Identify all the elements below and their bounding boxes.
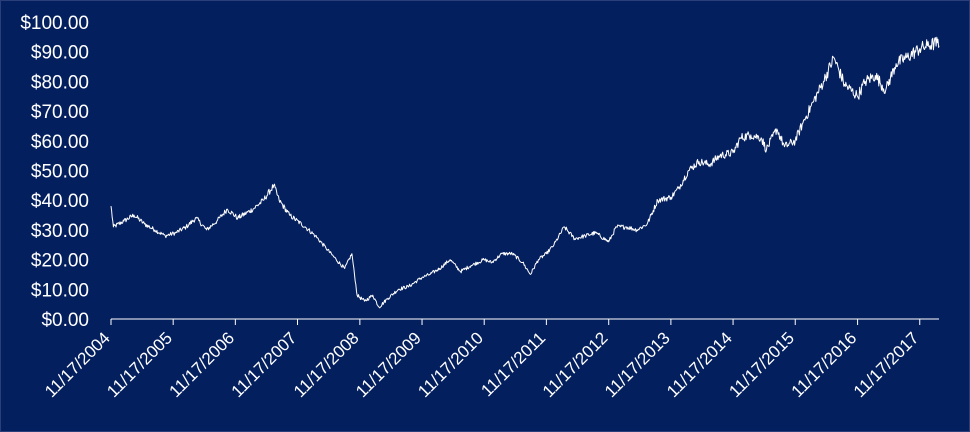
y-tick-label: $10.00	[31, 280, 89, 301]
x-tick-label: 11/17/2007	[228, 328, 301, 401]
y-tick-label: $70.00	[31, 102, 89, 123]
x-tick-label: 11/17/2009	[352, 328, 425, 401]
y-tick-label: $0.00	[41, 310, 89, 331]
y-tick-label: $100.00	[20, 13, 89, 34]
y-tick-label: $30.00	[31, 221, 89, 242]
x-tick-label: 11/17/2005	[103, 328, 176, 401]
x-tick-label: 11/17/2012	[539, 328, 612, 401]
y-tick-label: $40.00	[31, 191, 89, 212]
x-tick-label: 11/17/2016	[788, 328, 861, 401]
x-tick-label: 11/17/2008	[290, 328, 363, 401]
y-tick-label: $90.00	[31, 43, 89, 64]
x-tick-label: 11/17/2011	[477, 328, 549, 400]
price-series-line	[110, 36, 940, 309]
y-tick-label: $60.00	[31, 132, 89, 153]
plot-area	[110, 36, 940, 309]
y-tick-label: $50.00	[31, 162, 89, 183]
x-tick-label: 11/17/2006	[165, 328, 238, 401]
x-tick-label: 11/17/2004	[41, 328, 114, 401]
x-tick-label: 11/17/2014	[663, 328, 736, 401]
x-tick-label: 11/17/2013	[601, 328, 674, 401]
y-axis: $0.00 $10.00 $20.00 $30.00 $40.00 $50.00 $60.0…	[20, 13, 89, 331]
x-axis: 11/17/200411/17/200511/17/200611/17/2007…	[41, 318, 939, 401]
y-tick-label: $20.00	[31, 251, 89, 272]
x-tick-label: 11/17/2015	[725, 328, 798, 401]
y-tick-label: $80.00	[31, 72, 89, 93]
x-tick-label: 11/17/2017	[850, 328, 923, 401]
x-tick-label: 11/17/2010	[414, 328, 487, 401]
